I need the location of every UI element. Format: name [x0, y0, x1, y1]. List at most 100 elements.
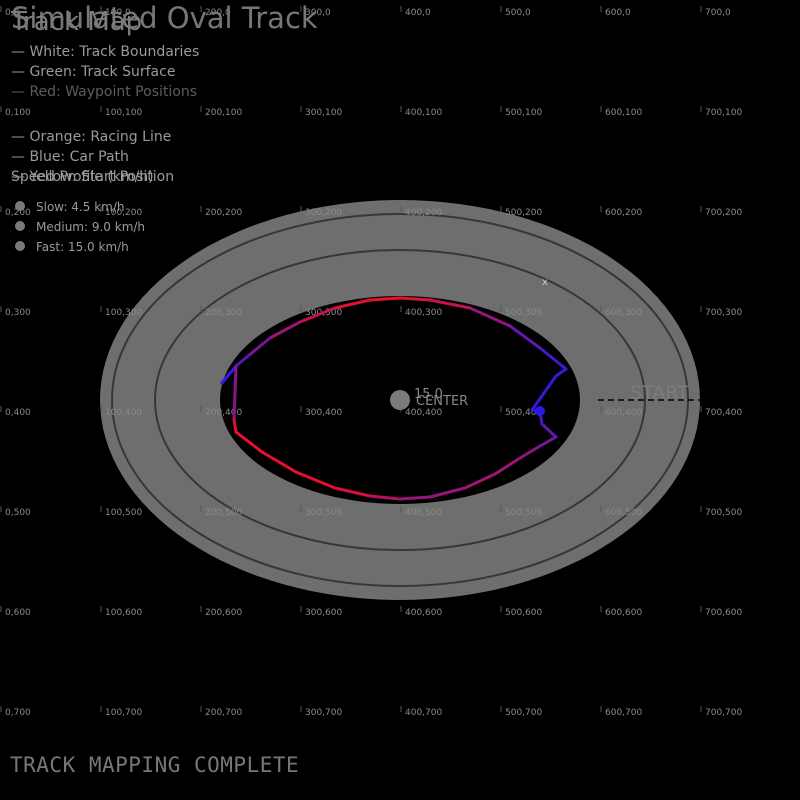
- grid-label: 600,100: [605, 108, 642, 118]
- center-label: CENTER: [416, 394, 468, 409]
- car-path-segment: [538, 346, 568, 371]
- grid-label: 400,700: [405, 708, 442, 718]
- car-path-segment: [298, 306, 337, 324]
- grid-label: 100,600: [105, 608, 142, 618]
- grid-label: 300,100: [305, 108, 342, 118]
- grid-label: 100,700: [105, 708, 142, 718]
- grid-label: 300,200: [305, 208, 342, 218]
- car-path-segment: [468, 306, 512, 328]
- car-path-segment: [232, 364, 238, 422]
- grid-label: 600,400: [605, 408, 642, 418]
- grid-label: 500,400: [505, 408, 542, 418]
- grid-label: 0,400: [5, 408, 31, 418]
- car-position-dot: [535, 406, 545, 416]
- car-path-segment: [234, 354, 250, 368]
- car-path-segment: [294, 470, 337, 490]
- grid-label: 100,400: [105, 408, 142, 418]
- car-path-segment: [246, 336, 272, 358]
- legend-medium: Medium: 9.0 km/h: [36, 220, 145, 234]
- grid-label: 0,600: [5, 608, 31, 618]
- grid-label: 100,300: [105, 308, 142, 318]
- grid-label: 700,0: [705, 8, 731, 18]
- grid-label: 700,200: [705, 208, 742, 218]
- car-path-segment: [268, 320, 302, 340]
- grid-label: 200,0: [205, 8, 231, 18]
- grid-label: 100,0: [105, 8, 131, 18]
- car-path-segment: [518, 444, 542, 460]
- grid-label: 200,700: [205, 708, 242, 718]
- grid-label: 400,200: [405, 208, 442, 218]
- grid-label: 100,200: [105, 208, 142, 218]
- car-path-segment: [530, 374, 558, 412]
- grid-label: 600,500: [605, 508, 642, 518]
- track-surface: [100, 200, 700, 600]
- car-path-segment: [368, 494, 402, 501]
- grid-label: 700,700: [705, 708, 742, 718]
- grid-label: 200,100: [205, 108, 242, 118]
- grid-label: 0,100: [5, 108, 31, 118]
- grid-label: 500,300: [505, 308, 542, 318]
- car-path-segment: [538, 435, 558, 448]
- grid-label: 0,200: [5, 208, 31, 218]
- grid-label: 300,0: [305, 8, 331, 18]
- legend-fast: Fast: 15.0 km/h: [36, 240, 129, 254]
- page-title: Simulated Oval Track: [11, 1, 318, 35]
- start-label: START: [630, 382, 689, 404]
- car-path-segment: [463, 472, 497, 490]
- legend-waypoint: — Red: Waypoint Positions: [11, 84, 197, 100]
- car-path-segment: [540, 422, 558, 439]
- grid-label: 600,0: [605, 8, 631, 18]
- svg-text:x: x: [542, 277, 548, 288]
- grid-label: 500,100: [505, 108, 542, 118]
- center-dot: [390, 390, 410, 410]
- car-path-segment: [333, 298, 372, 310]
- car-path-segment: [428, 298, 472, 310]
- grid-label: 300,600: [305, 608, 342, 618]
- legend: Simulated Oval Track Track Map — White: …: [10, 1, 318, 254]
- grid-label: 500,700: [505, 708, 542, 718]
- car-path-segment: [493, 456, 522, 476]
- grid-label: 600,200: [605, 208, 642, 218]
- grid-label: 200,400: [205, 408, 242, 418]
- slow-speed-dot: [15, 201, 25, 211]
- car-path: [220, 296, 568, 501]
- grid-label: 0,300: [5, 308, 31, 318]
- fast-speed-dot: [15, 241, 25, 251]
- center-value: 15.0: [414, 387, 443, 402]
- grid-label: 200,500: [205, 508, 242, 518]
- grid-label: 0,0: [5, 8, 20, 18]
- grid-label: 500,200: [505, 208, 542, 218]
- legend-car-path: — Blue: Car Path: [11, 149, 129, 165]
- grid-label: 200,600: [205, 608, 242, 618]
- grid-label: 100,100: [105, 108, 142, 118]
- grid-label: 600,700: [605, 708, 642, 718]
- car-path-segment: [260, 450, 298, 474]
- car-path-segment: [368, 296, 402, 302]
- grid-label: 400,100: [405, 108, 442, 118]
- grid-label: 700,300: [705, 308, 742, 318]
- grid-label: 500,500: [505, 508, 542, 518]
- grid-label: 600,300: [605, 308, 642, 318]
- legend-slow: Slow: 4.5 km/h: [36, 200, 125, 214]
- car-path-segment: [232, 418, 238, 434]
- grid-label: 300,700: [305, 708, 342, 718]
- start-marker: START: [630, 382, 689, 404]
- legend-boundaries: — White: Track Boundaries: [11, 44, 199, 60]
- car-path-segment: [398, 296, 432, 302]
- grid-label: 300,500: [305, 508, 342, 518]
- grid-label: 200,200: [205, 208, 242, 218]
- grid-label: 600,600: [605, 608, 642, 618]
- stray-point-marker: x: [542, 277, 548, 288]
- grid-label: 700,100: [705, 108, 742, 118]
- grid-label: 0,500: [5, 508, 31, 518]
- grid-label: 700,400: [705, 408, 742, 418]
- grid-label: 300,400: [305, 408, 342, 418]
- legend-surface: — Green: Track Surface: [11, 64, 175, 80]
- grid-label: 700,500: [705, 508, 742, 518]
- center-marker: CENTER 15.0: [390, 387, 468, 410]
- grid-label: 500,0: [505, 8, 531, 18]
- grid-label: 700,600: [705, 608, 742, 618]
- car-path-segment: [333, 486, 372, 498]
- legend-start: — Yellow: Start Position: [11, 169, 174, 185]
